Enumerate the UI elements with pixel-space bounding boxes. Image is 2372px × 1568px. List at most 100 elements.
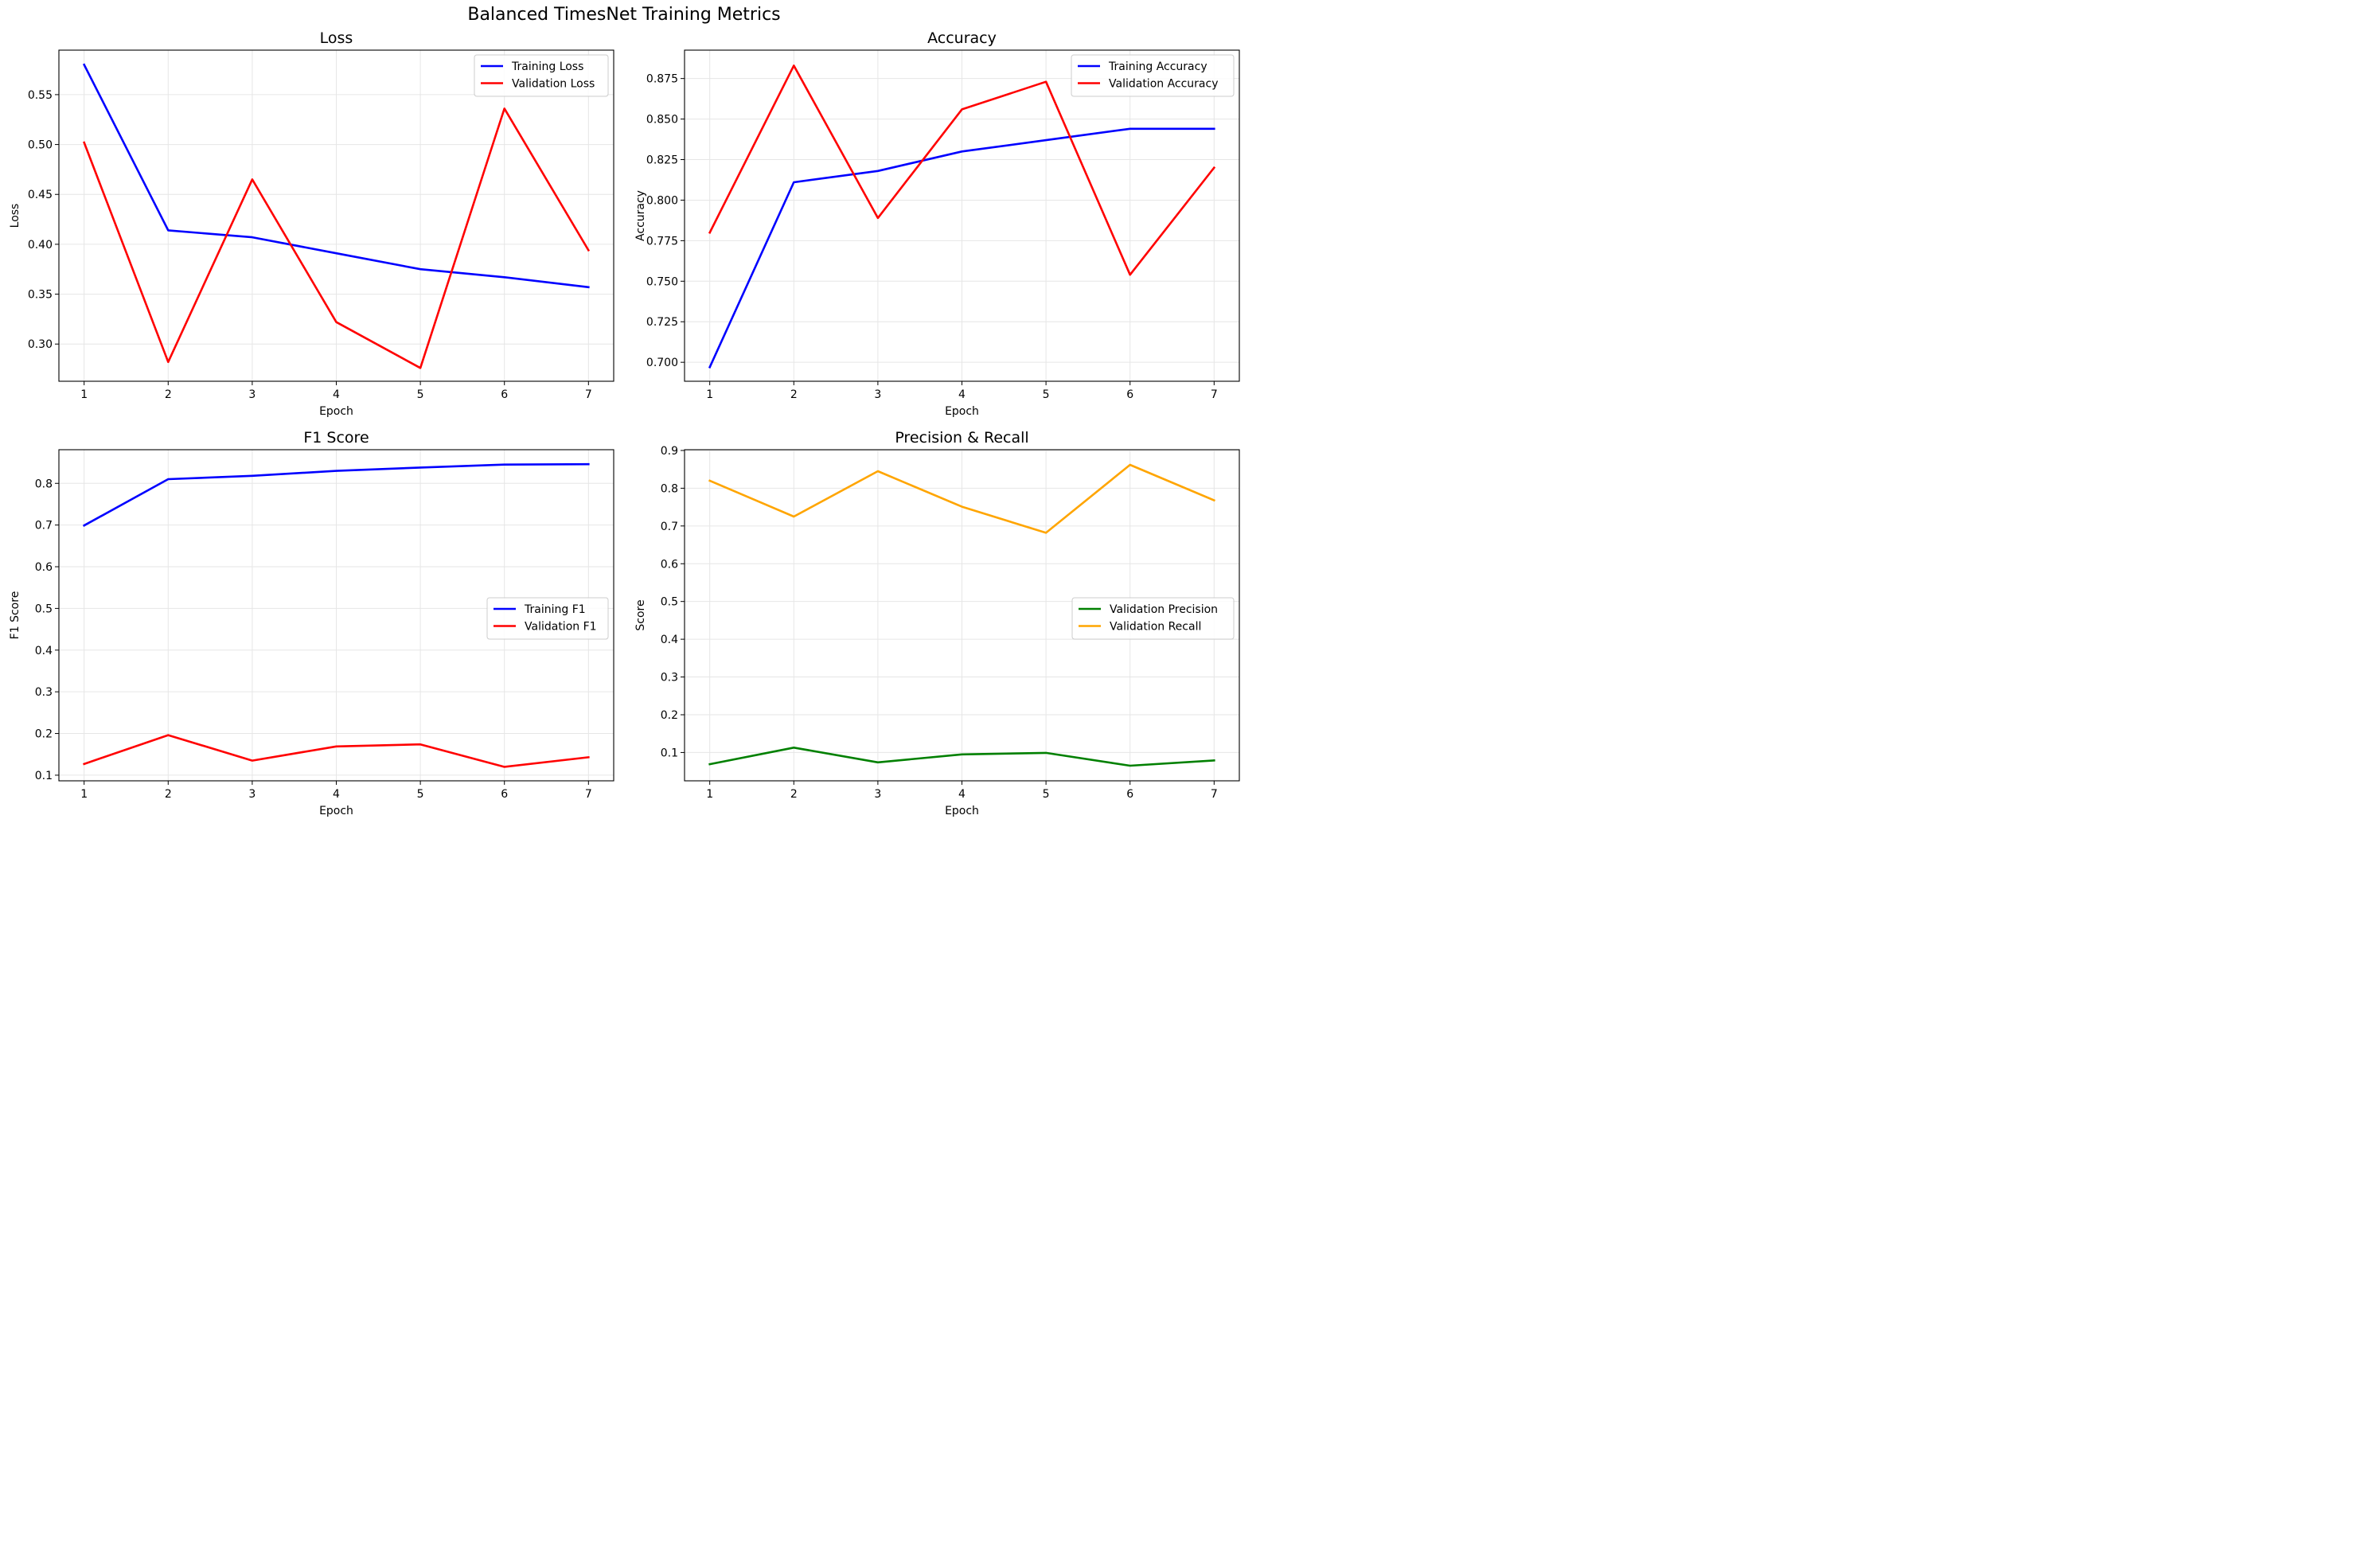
legend-label: Validation Precision — [1110, 603, 1218, 616]
y-axis-label: F1 Score — [9, 591, 21, 640]
series-line-1 — [82, 63, 590, 289]
y-tick-label: 0.700 — [646, 357, 678, 369]
y-axis-label: Loss — [9, 204, 21, 228]
x-tick-label: 7 — [1211, 388, 1218, 401]
x-tick-label: 3 — [874, 388, 881, 401]
y-tick-label: 0.725 — [646, 316, 678, 329]
y-tick-label: 0.4 — [35, 645, 53, 657]
x-tick-label: 1 — [80, 788, 88, 801]
x-tick-label: 4 — [958, 388, 966, 401]
legend: Training F1 Validation F1 — [486, 597, 609, 640]
y-tick-label: 0.825 — [646, 154, 678, 167]
y-tick-label: 0.850 — [646, 114, 678, 127]
y-tick-label: 0.6 — [661, 558, 678, 571]
y-tick-label: 0.750 — [646, 275, 678, 288]
y-tick-label: 0.1 — [661, 747, 678, 759]
y-tick-label: 0.7 — [35, 520, 53, 532]
legend-label: Training F1 — [524, 603, 586, 616]
x-tick-label: 1 — [706, 388, 713, 401]
y-tick-label: 0.8 — [35, 478, 53, 490]
y-tick-label: 0.9 — [661, 445, 678, 458]
legend-box — [1071, 597, 1235, 640]
series-line-2 — [83, 107, 591, 369]
x-tick-label: 1 — [80, 388, 88, 401]
series-line-1 — [82, 462, 590, 527]
figure: Balanced TimesNet Training Metrics 1 2 3 4 5… — [0, 0, 1248, 825]
legend: Training Loss Validation Loss — [474, 54, 609, 97]
x-tick-label: 1 — [706, 788, 713, 801]
x-tick-label: 4 — [333, 388, 340, 401]
x-tick-label: 3 — [248, 788, 256, 801]
y-tick-label: 0.1 — [35, 770, 53, 782]
legend-box — [474, 54, 609, 97]
y-tick-label: 0.8 — [661, 482, 678, 495]
y-tick-label: 0.35 — [28, 289, 53, 302]
chart-panel-2: 1 2 3 4 5 6 7 0.700 0.725 0.750 0.775 0.800 0.825 0.8… — [634, 29, 1240, 418]
y-tick-label: 0.45 — [28, 189, 53, 201]
y-tick-label: 0.5 — [661, 596, 678, 609]
x-tick-label: 5 — [1043, 388, 1050, 401]
y-tick-label: 0.50 — [28, 139, 53, 152]
y-tick-label: 0.40 — [28, 239, 53, 252]
x-tick-label: 2 — [790, 788, 798, 801]
legend: Training Accuracy Validation Accuracy — [1071, 54, 1235, 97]
y-tick-label: 0.55 — [28, 89, 53, 102]
charts-canvas: 1 2 3 4 5 6 70.300.350.400.450.500.55LossEpoch… — [9, 29, 1240, 817]
y-tick-label: 0.7 — [661, 521, 678, 533]
y-axis-label: Score — [634, 599, 647, 630]
x-axis-label: Epoch — [945, 805, 979, 817]
x-axis-label: Epoch — [319, 405, 353, 418]
figure-title: Balanced TimesNet Training Metrics — [467, 5, 781, 25]
chart-title: Accuracy — [927, 29, 997, 47]
series-line-2 — [83, 734, 590, 768]
x-tick-label: 2 — [790, 388, 798, 401]
x-axis-label: Epoch — [319, 805, 353, 817]
legend-box — [1071, 54, 1235, 97]
y-axis-label: Accuracy — [634, 190, 647, 241]
x-tick-label: 4 — [958, 788, 966, 801]
legend: Validation Precision Validation Recall — [1071, 597, 1235, 640]
x-tick-label: 6 — [1126, 788, 1133, 801]
x-axis-label: Epoch — [945, 405, 979, 418]
y-tick-label: 0.30 — [28, 338, 53, 351]
x-tick-label: 6 — [1126, 388, 1133, 401]
chart-panel-4: 1 2 3 4 5 6 7 0.1 0.2 0.3 0.4 0.5 0.6 0.7 0.8 0.9 Precis… — [634, 429, 1240, 817]
x-tick-label: 4 — [333, 788, 340, 801]
x-tick-label: 6 — [501, 788, 508, 801]
x-tick-label: 5 — [417, 788, 424, 801]
x-tick-label: 7 — [585, 788, 592, 801]
y-tick-label: 0.3 — [35, 686, 53, 699]
chart-panel-1: 1 2 3 4 5 6 7 0.30 0.35 0.40 0.45 0.50 0.55 Loss Epoch… — [9, 29, 614, 418]
legend-label: Training Loss — [511, 60, 583, 73]
series-line-1 — [708, 127, 1215, 369]
y-tick-label: 0.2 — [35, 728, 53, 741]
series-line-2 — [708, 463, 1216, 534]
x-tick-label: 2 — [165, 788, 172, 801]
y-tick-label: 0.2 — [661, 709, 678, 722]
y-tick-label: 0.5 — [35, 603, 53, 615]
y-tick-label: 0.6 — [35, 561, 53, 574]
x-tick-label: 7 — [585, 388, 592, 401]
y-tick-label: 0.775 — [646, 235, 678, 248]
x-tick-label: 3 — [248, 388, 256, 401]
x-tick-label: 3 — [874, 788, 881, 801]
chart-title: Precision & Recall — [895, 429, 1028, 447]
chart-panel-3: 1 2 3 4 5 6 7 0.1 0.2 0.3 0.4 0.5 0.6 0.7 0.8 F1 Score E… — [9, 429, 614, 817]
chart-title: F1 Score — [303, 429, 369, 447]
y-tick-label: 0.800 — [646, 194, 678, 207]
y-tick-label: 0.3 — [661, 672, 678, 685]
legend-label: Validation Accuracy — [1109, 78, 1219, 91]
legend-box — [486, 597, 609, 640]
legend-label: Training Accuracy — [1108, 60, 1207, 73]
x-tick-label: 5 — [1043, 788, 1050, 801]
x-tick-label: 5 — [417, 388, 424, 401]
legend-label: Validation F1 — [525, 621, 597, 634]
x-tick-label: 2 — [165, 388, 172, 401]
series-line-1 — [708, 746, 1215, 767]
x-tick-label: 6 — [501, 388, 508, 401]
y-tick-label: 0.4 — [661, 634, 678, 646]
legend-label: Validation Recall — [1110, 621, 1201, 634]
series-line-2 — [708, 64, 1216, 276]
x-tick-label: 7 — [1211, 788, 1218, 801]
chart-title: Loss — [320, 29, 353, 47]
